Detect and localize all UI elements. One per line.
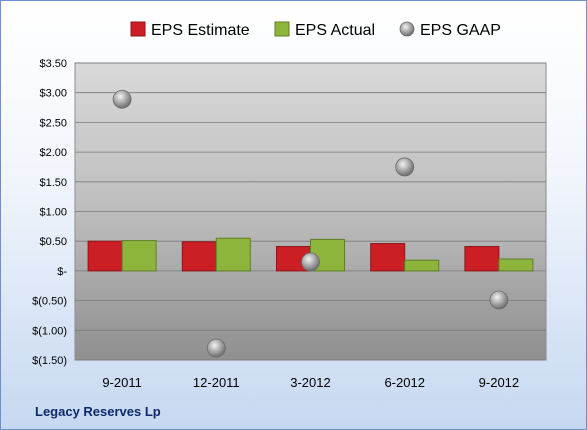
bar-eps-estimate xyxy=(87,240,123,272)
bar-eps-actual xyxy=(121,240,157,272)
bar-eps-actual xyxy=(215,237,251,272)
point-eps-gaap xyxy=(301,252,320,272)
point-eps-gaap xyxy=(489,290,509,310)
bar-eps-estimate xyxy=(464,246,500,272)
y-tick-label: $(0.50) xyxy=(32,296,67,308)
point-eps-gaap xyxy=(112,89,132,109)
x-tick-label: 3-2012 xyxy=(290,375,330,390)
company-name: Legacy Reserves Lp xyxy=(35,404,161,419)
x-tick-label: 9-2011 xyxy=(102,375,142,390)
y-tick-label: $(1.50) xyxy=(32,355,67,367)
legend-swatch-eps-estimate xyxy=(130,21,146,37)
y-tick-label: $0.50 xyxy=(39,236,67,248)
bar-eps-actual xyxy=(498,258,534,272)
bar-eps-estimate xyxy=(370,243,406,272)
y-tick-label: $2.50 xyxy=(39,117,67,129)
bar-eps-actual xyxy=(404,259,440,272)
y-tick-label: $1.50 xyxy=(39,177,67,189)
y-tick-label: $- xyxy=(57,266,67,278)
legend-swatch-eps-actual xyxy=(274,21,290,37)
y-tick-label: $(1.00) xyxy=(32,325,67,337)
y-tick-label: $2.00 xyxy=(39,147,67,159)
point-eps-gaap xyxy=(395,157,415,177)
point-eps-gaap xyxy=(206,338,226,358)
eps-chart: $3.50 $3.00 $2.50 $2.00 $1.50 $1.00 $0.50 $- $(0… xyxy=(32,21,547,390)
y-tick-label: $3.00 xyxy=(39,88,67,100)
x-tick-label: 6-2012 xyxy=(384,375,424,390)
legend-label: EPS GAAP xyxy=(420,22,501,39)
legend-label: EPS Estimate xyxy=(151,22,250,39)
bar-eps-estimate xyxy=(181,241,217,272)
x-tick-label: 9-2012 xyxy=(479,375,519,390)
legend-swatch-eps-gaap xyxy=(399,21,415,37)
x-tick-label: 12-2011 xyxy=(193,375,240,390)
y-tick-label: $1.00 xyxy=(39,207,67,219)
y-tick-label: $3.50 xyxy=(39,58,67,70)
legend-label: EPS Actual xyxy=(295,22,375,39)
